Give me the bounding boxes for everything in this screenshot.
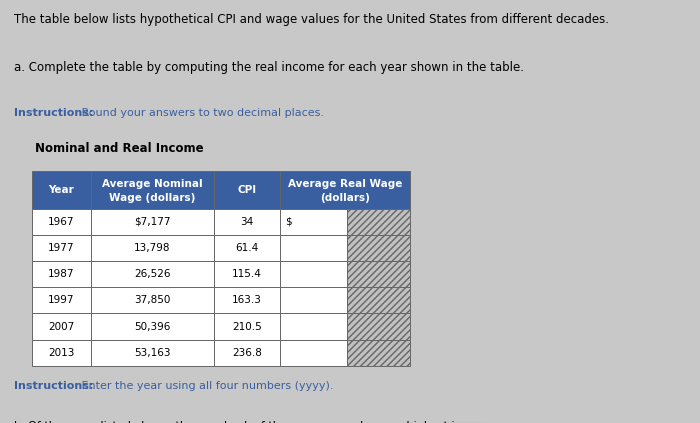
- Bar: [280, 209, 347, 235]
- Bar: [91, 313, 214, 340]
- Bar: [91, 171, 214, 209]
- Bar: [214, 340, 280, 366]
- Text: 163.3: 163.3: [232, 295, 262, 305]
- Bar: [347, 209, 409, 235]
- Text: 1977: 1977: [48, 243, 74, 253]
- Text: 2013: 2013: [48, 348, 74, 358]
- Bar: [347, 235, 409, 261]
- Text: 1967: 1967: [48, 217, 74, 227]
- Text: Year: Year: [48, 185, 74, 195]
- Text: 1987: 1987: [48, 269, 74, 279]
- Bar: [32, 261, 91, 287]
- Bar: [347, 340, 409, 366]
- Bar: [280, 235, 347, 261]
- Text: 61.4: 61.4: [235, 243, 258, 253]
- Text: (dollars): (dollars): [320, 193, 370, 203]
- Bar: [91, 261, 214, 287]
- Text: Nominal and Real Income: Nominal and Real Income: [35, 142, 204, 155]
- Bar: [280, 340, 347, 366]
- Bar: [32, 313, 91, 340]
- Bar: [91, 287, 214, 313]
- Text: 1997: 1997: [48, 295, 74, 305]
- Bar: [214, 235, 280, 261]
- Text: 50,396: 50,396: [134, 321, 170, 332]
- Text: 53,163: 53,163: [134, 348, 171, 358]
- Text: 13,798: 13,798: [134, 243, 171, 253]
- Bar: [91, 340, 214, 366]
- Text: 26,526: 26,526: [134, 269, 171, 279]
- Text: Average Nominal: Average Nominal: [102, 179, 202, 189]
- Bar: [347, 287, 409, 313]
- Bar: [32, 235, 91, 261]
- Bar: [214, 209, 280, 235]
- Bar: [280, 171, 410, 209]
- Bar: [32, 209, 91, 235]
- Bar: [214, 287, 280, 313]
- Bar: [347, 313, 409, 340]
- Bar: [214, 261, 280, 287]
- Text: 37,850: 37,850: [134, 295, 170, 305]
- Text: b. Of the years listed above, the paycheck of the average worker was highest in: b. Of the years listed above, the payche…: [14, 421, 462, 423]
- Text: a. Complete the table by computing the real income for each year shown in the ta: a. Complete the table by computing the r…: [14, 61, 524, 74]
- Text: Enter the year using all four numbers (yyyy).: Enter the year using all four numbers (y…: [78, 381, 334, 391]
- Bar: [91, 209, 214, 235]
- Text: CPI: CPI: [237, 185, 256, 195]
- Text: 2007: 2007: [48, 321, 74, 332]
- Bar: [32, 287, 91, 313]
- Bar: [280, 261, 347, 287]
- Bar: [280, 287, 347, 313]
- Text: Wage (dollars): Wage (dollars): [109, 193, 195, 203]
- Text: Round your answers to two decimal places.: Round your answers to two decimal places…: [78, 108, 324, 118]
- Text: 210.5: 210.5: [232, 321, 262, 332]
- Bar: [214, 313, 280, 340]
- Text: $7,177: $7,177: [134, 217, 171, 227]
- Bar: [91, 235, 214, 261]
- Bar: [214, 171, 280, 209]
- Bar: [347, 261, 409, 287]
- Bar: [280, 313, 347, 340]
- Bar: [32, 171, 91, 209]
- Text: Instructions:: Instructions:: [14, 381, 93, 391]
- Text: 34: 34: [240, 217, 253, 227]
- Text: Instructions:: Instructions:: [14, 108, 93, 118]
- Text: 115.4: 115.4: [232, 269, 262, 279]
- Text: 236.8: 236.8: [232, 348, 262, 358]
- Bar: [32, 340, 91, 366]
- Text: $: $: [286, 217, 292, 227]
- Text: Average Real Wage: Average Real Wage: [288, 179, 402, 189]
- Text: The table below lists hypothetical CPI and wage values for the United States fro: The table below lists hypothetical CPI a…: [14, 13, 609, 26]
